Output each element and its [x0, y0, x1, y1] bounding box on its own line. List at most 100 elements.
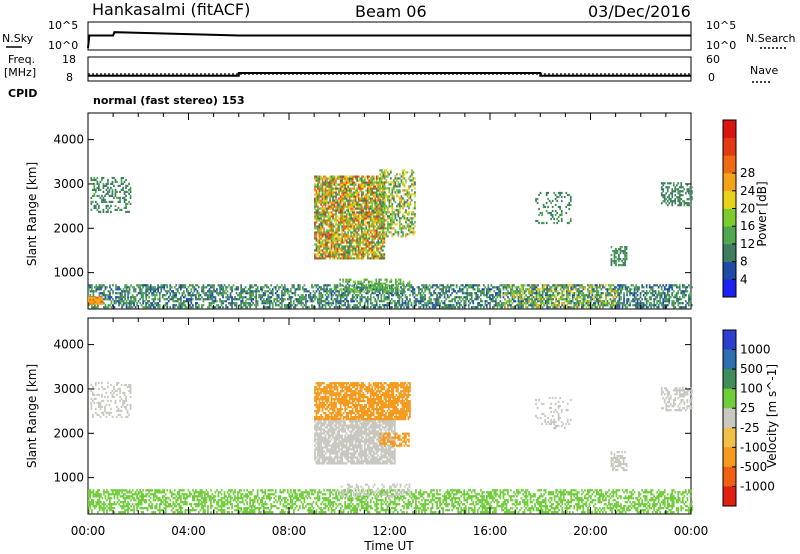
data-cell: [231, 306, 233, 309]
data-cell: [317, 257, 319, 260]
data-cell: [314, 223, 316, 226]
data-cell: [351, 239, 354, 242]
data-cell: [455, 304, 458, 307]
data-cell: [133, 296, 135, 299]
data-cell: [314, 215, 316, 218]
data-cell: [105, 206, 108, 209]
data-cell: [258, 290, 260, 293]
data-cell: [178, 306, 181, 309]
data-cell: [411, 199, 413, 202]
data-cell: [363, 211, 366, 214]
data-cell: [501, 306, 503, 309]
data-cell: [480, 290, 482, 293]
data-cell: [629, 288, 631, 291]
data-cell: [416, 300, 419, 303]
data-cell: [324, 177, 327, 180]
data-cell: [317, 298, 319, 301]
data-cell: [495, 304, 497, 307]
data-cell: [183, 304, 185, 307]
data-cell: [348, 207, 351, 210]
data-cell: [166, 286, 169, 289]
data-cell: [318, 207, 321, 210]
data-cell: [668, 284, 671, 287]
data-cell: [344, 179, 346, 182]
data-cell: [317, 201, 319, 204]
data-cell: [381, 177, 383, 180]
data-cell: [577, 284, 580, 287]
data-cell: [335, 288, 337, 291]
data-cell: [321, 183, 324, 186]
data-cell: [593, 290, 595, 293]
data-cell: [253, 284, 256, 287]
data-cell: [196, 284, 199, 287]
data-cell: [300, 298, 303, 301]
data-cell: [335, 205, 337, 208]
data-cell: [282, 298, 285, 301]
data-cell: [389, 286, 391, 289]
data-cell: [342, 245, 345, 248]
data-cell: [336, 253, 339, 256]
data-cell: [458, 302, 461, 305]
data-cell: [588, 292, 591, 295]
data-cell: [360, 187, 363, 190]
data-cell: [611, 306, 613, 309]
data-cell: [315, 199, 318, 202]
data-cell: [122, 300, 125, 303]
data-cell: [549, 298, 551, 301]
data-cell: [463, 302, 466, 305]
data-cell: [354, 181, 357, 184]
data-cell: [315, 290, 318, 293]
data-cell: [378, 247, 381, 250]
data-cell: [333, 175, 336, 178]
data-cell: [255, 302, 257, 305]
data-cell: [348, 181, 351, 184]
data-cell: [175, 284, 178, 287]
data-cell: [339, 243, 342, 246]
data-cell: [163, 304, 166, 307]
data-cell: [261, 300, 264, 303]
data-cell: [668, 288, 671, 291]
data-cell: [133, 286, 135, 289]
data-cell: [630, 288, 633, 291]
data-cell: [487, 302, 490, 305]
data-cell: [214, 300, 217, 303]
data-cell: [152, 290, 155, 293]
data-cell: [409, 195, 412, 198]
data-cell: [321, 215, 324, 218]
data-cell: [369, 205, 372, 208]
data-cell: [318, 219, 321, 222]
data-cell: [382, 229, 385, 232]
data-cell: [645, 300, 648, 303]
data-cell: [615, 296, 618, 299]
data-cell: [375, 179, 378, 182]
data-cell: [315, 209, 318, 212]
data-cell: [439, 292, 441, 295]
data-cell: [320, 195, 322, 198]
data-cell: [452, 298, 455, 301]
data-cell: [223, 292, 226, 295]
data-cell: [642, 302, 645, 305]
data-cell: [467, 286, 470, 289]
data-cell: [377, 241, 380, 244]
data-cell: [363, 215, 366, 218]
nsky-line: [87, 31, 691, 49]
data-cell: [305, 288, 307, 291]
data-cell: [372, 225, 375, 228]
data-cell: [656, 300, 658, 303]
data-cell: [338, 255, 340, 258]
data-cell: [391, 191, 394, 194]
data-cell: [449, 284, 452, 287]
data-cell: [371, 191, 374, 194]
data-cell: [347, 253, 349, 256]
data-cell: [354, 235, 357, 238]
data-cell: [234, 304, 236, 307]
data-cell: [229, 292, 232, 295]
data-cell: [193, 288, 196, 291]
data-cell: [402, 197, 404, 200]
data-cell: [127, 286, 129, 289]
data-cell: [356, 187, 358, 190]
data-cell: [273, 286, 276, 289]
data-cell: [391, 302, 393, 305]
data-cell: [225, 296, 227, 299]
data-cell: [342, 296, 345, 299]
